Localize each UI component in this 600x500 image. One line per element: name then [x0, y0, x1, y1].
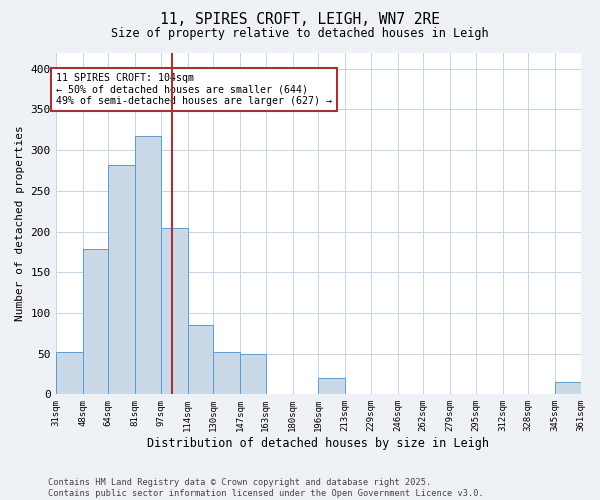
Bar: [188, 325, 213, 394]
Text: Contains HM Land Registry data © Crown copyright and database right 2025.
Contai: Contains HM Land Registry data © Crown c…: [48, 478, 484, 498]
X-axis label: Distribution of detached houses by size in Leigh: Distribution of detached houses by size …: [147, 437, 489, 450]
Y-axis label: Number of detached properties: Number of detached properties: [15, 126, 25, 322]
Bar: [83, 250, 108, 394]
Bar: [108, 165, 135, 394]
Bar: [135, 136, 161, 394]
Bar: [555, 382, 581, 394]
Bar: [56, 352, 83, 395]
Bar: [161, 228, 188, 394]
Text: 11 SPIRES CROFT: 104sqm
← 50% of detached houses are smaller (644)
49% of semi-d: 11 SPIRES CROFT: 104sqm ← 50% of detache…: [56, 73, 332, 106]
Text: Size of property relative to detached houses in Leigh: Size of property relative to detached ho…: [111, 28, 489, 40]
Text: 11, SPIRES CROFT, LEIGH, WN7 2RE: 11, SPIRES CROFT, LEIGH, WN7 2RE: [160, 12, 440, 28]
Bar: [240, 354, 266, 395]
Bar: [213, 352, 240, 395]
Bar: [318, 378, 345, 394]
